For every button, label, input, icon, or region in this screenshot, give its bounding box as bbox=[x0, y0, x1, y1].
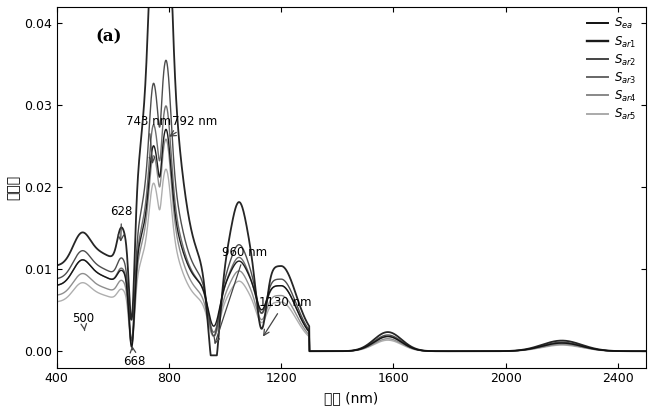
X-axis label: 波长 (nm): 波长 (nm) bbox=[324, 391, 379, 405]
Legend: $S_{ea}$, $S_{ar1}$, $S_{ar2}$, $S_{ar3}$, $S_{ar4}$, $S_{ar5}$: $S_{ea}$, $S_{ar1}$, $S_{ar2}$, $S_{ar3}… bbox=[583, 13, 640, 125]
Text: 792 nm: 792 nm bbox=[170, 115, 217, 136]
Text: 628: 628 bbox=[110, 206, 133, 241]
Text: 743 nm: 743 nm bbox=[126, 115, 171, 163]
Y-axis label: 反射率: 反射率 bbox=[7, 175, 21, 200]
Text: 668: 668 bbox=[123, 347, 145, 368]
Text: 1130 nm: 1130 nm bbox=[259, 295, 311, 335]
Text: 500: 500 bbox=[72, 312, 94, 330]
Text: 960 nm: 960 nm bbox=[214, 246, 267, 343]
Text: (a): (a) bbox=[95, 28, 121, 46]
